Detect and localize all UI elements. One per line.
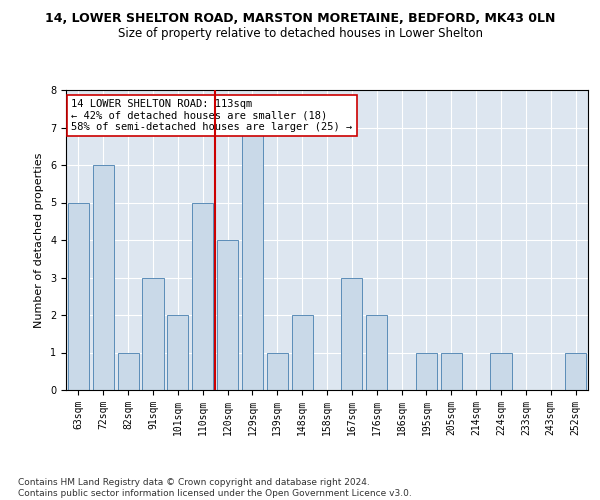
Bar [242,128,263,390]
Bar [366,315,387,390]
Bar [490,352,512,390]
Bar [93,165,114,390]
Bar [565,352,586,390]
Bar [341,278,362,390]
Bar [217,240,238,390]
Bar [118,352,139,390]
Bar [192,202,213,390]
Bar [416,352,437,390]
Text: Size of property relative to detached houses in Lower Shelton: Size of property relative to detached ho… [118,28,482,40]
Y-axis label: Number of detached properties: Number of detached properties [34,152,44,328]
Bar [441,352,462,390]
Bar [292,315,313,390]
Bar [267,352,288,390]
Text: Contains HM Land Registry data © Crown copyright and database right 2024.
Contai: Contains HM Land Registry data © Crown c… [18,478,412,498]
Text: 14, LOWER SHELTON ROAD, MARSTON MORETAINE, BEDFORD, MK43 0LN: 14, LOWER SHELTON ROAD, MARSTON MORETAIN… [45,12,555,26]
Bar [68,202,89,390]
Bar [142,278,164,390]
Text: 14 LOWER SHELTON ROAD: 113sqm
← 42% of detached houses are smaller (18)
58% of s: 14 LOWER SHELTON ROAD: 113sqm ← 42% of d… [71,99,352,132]
Bar [167,315,188,390]
